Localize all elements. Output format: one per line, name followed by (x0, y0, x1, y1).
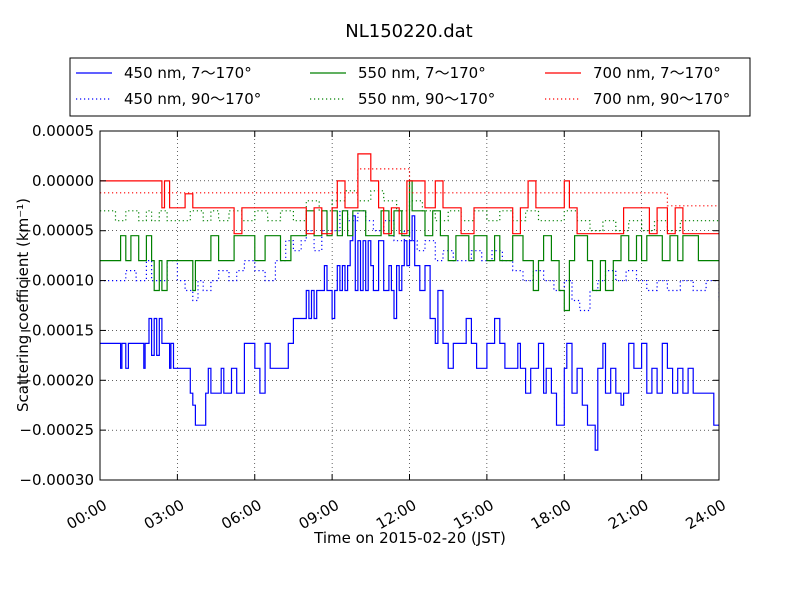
legend-label: 450 nm, 7～170° (124, 64, 252, 82)
series-line (100, 215, 719, 451)
legend-label: 550 nm, 90～170° (358, 90, 495, 108)
legend-label: 700 nm, 7～170° (593, 64, 721, 82)
y-tick-label: −0.00025 (19, 421, 94, 439)
y-axis-label: Scattering coefficient (km⁻¹) (14, 198, 32, 412)
legend-box (69, 57, 751, 117)
y-tick-label: 0.00000 (32, 172, 94, 190)
legend-label: 700 nm, 90～170° (593, 90, 730, 108)
series-line (100, 210, 719, 312)
series-line (100, 180, 719, 312)
y-tick-label: −0.00020 (19, 371, 94, 389)
y-tick-label: 0.00005 (32, 122, 94, 140)
legend: 450 nm, 7～170° 550 nm, 7～170° 700 nm, 7～17… (69, 57, 751, 117)
x-axis-label: Time on 2015-02-20 (JST) (313, 529, 506, 547)
y-tick-label: −0.00030 (19, 471, 94, 489)
series-line (100, 153, 719, 235)
series-line (100, 168, 719, 207)
legend-label: 550 nm, 7～170° (358, 64, 486, 82)
chart-title: NL150220.dat (345, 21, 472, 42)
y-tick-label: −0.00010 (19, 272, 94, 290)
legend-label: 450 nm, 90～170° (124, 90, 261, 108)
y-tick-label: −0.00015 (19, 321, 94, 339)
series-group (100, 153, 719, 451)
y-tick-label: −0.00005 (19, 222, 94, 240)
